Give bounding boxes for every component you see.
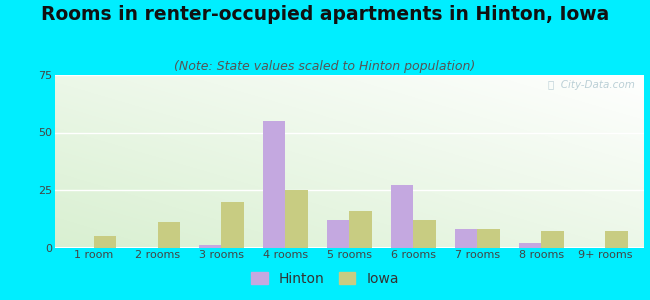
Bar — [605, 231, 627, 248]
Bar — [413, 220, 436, 248]
Bar — [285, 190, 308, 248]
Bar — [94, 236, 116, 248]
Bar — [222, 202, 244, 248]
Bar — [391, 185, 413, 248]
Bar — [199, 245, 222, 248]
Bar — [455, 229, 477, 248]
Bar — [263, 121, 285, 248]
Bar — [541, 231, 564, 248]
Text: Rooms in renter-occupied apartments in Hinton, Iowa: Rooms in renter-occupied apartments in H… — [41, 4, 609, 23]
Bar — [519, 243, 541, 248]
Text: (Note: State values scaled to Hinton population): (Note: State values scaled to Hinton pop… — [174, 60, 476, 73]
Bar — [157, 222, 180, 248]
Bar — [350, 211, 372, 248]
Bar — [477, 229, 500, 248]
Text: ⓘ  City-Data.com: ⓘ City-Data.com — [548, 80, 634, 90]
Bar — [327, 220, 350, 248]
Legend: Hinton, Iowa: Hinton, Iowa — [246, 266, 404, 292]
